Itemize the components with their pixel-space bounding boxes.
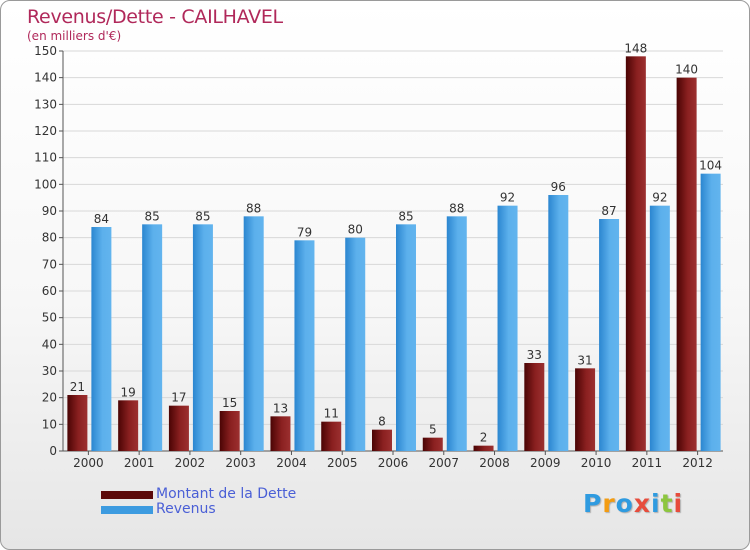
data-label-revenus: 79 xyxy=(297,225,312,239)
data-label-revenus: 92 xyxy=(500,191,515,205)
y-tick-label: 150 xyxy=(34,44,57,58)
bar-revenus xyxy=(294,240,315,451)
y-tick-label: 120 xyxy=(34,124,57,138)
bar-dette xyxy=(270,416,291,451)
bar-dette xyxy=(219,411,240,451)
bar-revenus xyxy=(192,224,213,451)
bar-dette xyxy=(321,421,342,451)
data-label-dette: 140 xyxy=(675,63,698,77)
data-label-dette: 19 xyxy=(121,385,136,399)
legend-swatch-debt xyxy=(101,491,153,499)
bar-dette xyxy=(575,368,596,451)
chart-title: Revenus/Dette - CAILHAVEL xyxy=(27,6,283,28)
data-label-revenus: 96 xyxy=(551,180,566,194)
bar-dette xyxy=(625,56,646,451)
data-label-revenus: 84 xyxy=(94,212,109,226)
bar-revenus xyxy=(700,173,721,451)
bar-dette xyxy=(524,363,545,451)
bar-revenus xyxy=(142,224,163,451)
y-tick-label: 110 xyxy=(34,151,57,165)
y-tick-label: 130 xyxy=(34,97,57,111)
x-tick-label: 2009 xyxy=(530,456,561,470)
x-tick-label: 2010 xyxy=(581,456,612,470)
data-label-revenus: 104 xyxy=(699,159,722,173)
y-tick-label: 30 xyxy=(42,364,57,378)
y-tick-label: 50 xyxy=(42,311,57,325)
data-labels: 21 84 19 85 17 85 15 88 13 79 11 80 8 85 5 88 2 92 33 96 31 8… xyxy=(70,41,722,444)
bar-dette xyxy=(422,437,443,451)
data-label-revenus: 87 xyxy=(601,204,616,218)
data-label-dette: 33 xyxy=(527,348,542,362)
x-tick-label: 2002 xyxy=(175,456,206,470)
bar-revenus xyxy=(446,216,467,451)
data-label-revenus: 85 xyxy=(195,209,210,223)
data-label-dette: 21 xyxy=(70,380,85,394)
y-tick-label: 60 xyxy=(42,284,57,298)
y-tick-label: 80 xyxy=(42,231,57,245)
data-label-revenus: 92 xyxy=(652,191,667,205)
y-tick-label: 10 xyxy=(42,417,57,431)
x-tick-label: 2006 xyxy=(378,456,409,470)
chart-subtitle: (en milliers d'€) xyxy=(27,29,122,43)
data-label-dette: 148 xyxy=(624,41,647,55)
bar-dette xyxy=(67,395,88,451)
y-tick-label: 100 xyxy=(34,177,57,191)
bar-dette xyxy=(372,429,392,451)
proxiti-logo: Proxiti xyxy=(583,489,684,518)
data-label-dette: 8 xyxy=(378,415,386,429)
legend-swatch-revenus xyxy=(101,506,153,514)
bar-revenus xyxy=(649,205,670,451)
data-label-dette: 15 xyxy=(222,396,237,410)
x-tick-label: 2003 xyxy=(225,456,256,470)
data-label-revenus: 85 xyxy=(398,209,413,223)
x-tick-label: 2008 xyxy=(479,456,510,470)
data-label-revenus: 88 xyxy=(246,201,261,215)
y-tick-label: 0 xyxy=(49,444,57,458)
bars xyxy=(67,56,721,452)
bar-revenus xyxy=(243,216,264,451)
data-label-dette: 17 xyxy=(171,391,186,405)
x-tick-label: 2000 xyxy=(73,456,104,470)
bar-revenus xyxy=(599,219,620,451)
data-label-dette: 11 xyxy=(324,407,339,421)
bar-dette xyxy=(118,400,139,451)
legend-label-debt: Montant de la Dette xyxy=(156,486,297,502)
y-tick-label: 40 xyxy=(42,337,57,351)
bar-dette xyxy=(168,405,189,451)
x-tick-label: 2007 xyxy=(428,456,459,470)
bar-revenus xyxy=(396,224,416,451)
data-label-dette: 5 xyxy=(429,423,437,437)
bar-dette xyxy=(676,77,697,452)
bar-revenus xyxy=(91,227,112,451)
data-label-dette: 2 xyxy=(480,431,488,445)
y-tick-label: 140 xyxy=(34,71,57,85)
bar-revenus xyxy=(345,237,366,451)
legend-label-revenus: Revenus xyxy=(156,501,216,517)
bar-revenus xyxy=(548,195,569,451)
bar-revenus xyxy=(497,205,518,451)
data-label-revenus: 88 xyxy=(449,201,464,215)
data-label-dette: 31 xyxy=(577,353,592,367)
axes: 0 10 20 30 40 50 60 70 80 90 100 110 120 130 140 150 200… xyxy=(34,44,723,470)
data-label-revenus: 80 xyxy=(348,223,363,237)
bar-dette xyxy=(473,445,494,451)
data-label-dette: 13 xyxy=(273,401,288,415)
x-tick-label: 2001 xyxy=(124,456,155,470)
x-tick-label: 2004 xyxy=(276,456,307,470)
x-tick-label: 2005 xyxy=(327,456,358,470)
data-label-revenus: 85 xyxy=(145,209,160,223)
x-tick-label: 2012 xyxy=(682,456,713,470)
x-tick-label: 2011 xyxy=(632,456,663,470)
y-tick-label: 90 xyxy=(42,204,57,218)
y-tick-label: 20 xyxy=(42,391,57,405)
y-tick-label: 70 xyxy=(42,257,57,271)
